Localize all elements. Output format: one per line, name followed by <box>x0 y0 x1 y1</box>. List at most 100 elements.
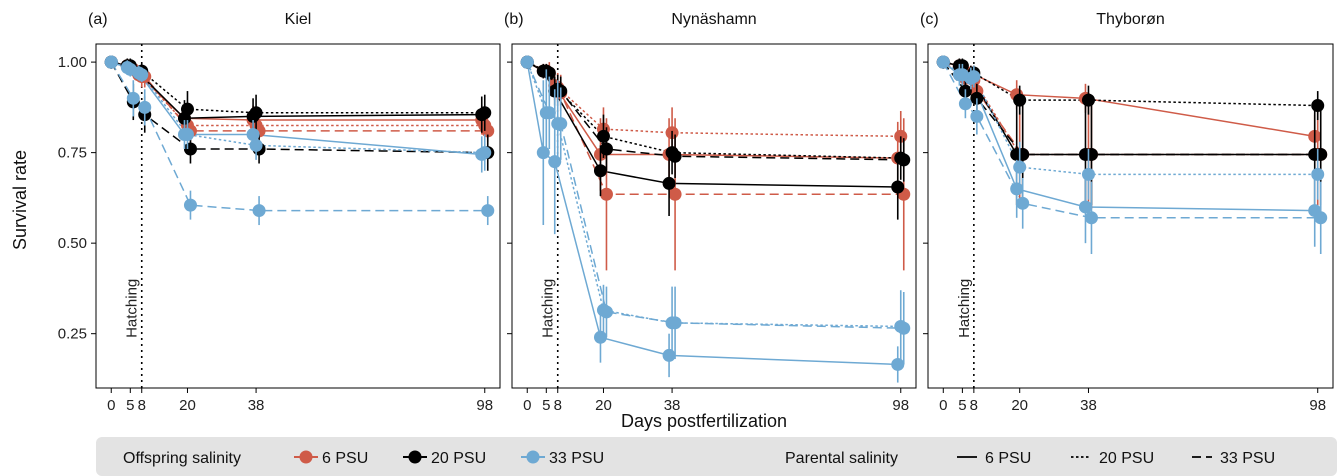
x-tick-label: 20 <box>595 397 612 414</box>
data-point <box>897 153 911 167</box>
data-point <box>1078 200 1092 214</box>
series-line <box>526 61 904 330</box>
data-point <box>478 106 492 120</box>
data-point <box>126 91 140 105</box>
panel-frame <box>927 43 1334 389</box>
series-points <box>104 55 495 226</box>
data-point <box>1311 167 1325 181</box>
data-point <box>1084 211 1098 225</box>
x-tick-label: 20 <box>1011 397 1028 414</box>
data-point <box>542 106 556 120</box>
x-tick-label: 20 <box>179 397 196 414</box>
series-lines <box>942 61 1321 219</box>
x-tick-label: 8 <box>970 397 978 414</box>
data-point <box>1010 182 1024 196</box>
y-tick-label: 1.00 <box>58 54 87 71</box>
panel-frame <box>511 43 917 389</box>
hatching-label: Hatching <box>956 279 973 338</box>
series-line <box>526 61 898 188</box>
series-line <box>943 61 1318 156</box>
data-point <box>1013 93 1027 107</box>
data-point <box>183 142 197 156</box>
series-points <box>520 55 911 383</box>
data-point <box>252 204 266 218</box>
data-point <box>593 330 607 344</box>
panel-tag: (a) <box>88 11 108 28</box>
data-point <box>936 55 950 69</box>
data-point <box>958 97 972 111</box>
series-line <box>942 61 1321 219</box>
legend-offspring-marker <box>299 450 313 464</box>
data-point <box>123 62 137 76</box>
legend-parental-label: 6 PSU <box>985 450 1031 467</box>
panel-tag: (b) <box>504 11 524 28</box>
data-point <box>668 187 682 201</box>
data-point <box>662 348 676 362</box>
hatching-label: Hatching <box>540 279 557 338</box>
data-point <box>138 100 152 114</box>
data-point <box>1084 147 1098 161</box>
panel-tag: (c) <box>920 11 939 28</box>
data-point <box>955 68 969 82</box>
x-tick-label: 0 <box>523 397 531 414</box>
data-point <box>478 146 492 160</box>
data-point <box>249 138 263 152</box>
x-tick-label: 98 <box>476 397 493 414</box>
data-point <box>183 198 197 212</box>
data-point <box>970 109 984 123</box>
series-line <box>111 61 485 114</box>
x-tick-label: 5 <box>958 397 966 414</box>
legend-offspring-title: Offspring salinity <box>123 450 241 467</box>
panel-title: Thyborøn <box>1096 11 1164 28</box>
data-point <box>599 187 613 201</box>
data-point <box>554 117 568 131</box>
legend-offspring-marker <box>408 450 422 464</box>
x-tick-label: 98 <box>892 397 909 414</box>
series-line <box>942 61 1321 156</box>
series-line <box>526 61 898 366</box>
data-point <box>1081 93 1095 107</box>
series-line <box>526 61 898 159</box>
x-tick-label: 5 <box>126 397 134 414</box>
data-point <box>246 128 260 142</box>
x-tick-label: 0 <box>939 397 947 414</box>
legend-offspring-label: 33 PSU <box>549 450 604 467</box>
x-tick-label: 5 <box>542 397 550 414</box>
series-line <box>111 61 482 156</box>
data-point <box>668 149 682 163</box>
data-point <box>967 70 981 84</box>
panel-frame <box>95 43 501 389</box>
legend-parental-label: 20 PSU <box>1099 450 1154 467</box>
data-point <box>891 357 905 371</box>
series-line <box>526 61 901 138</box>
data-point <box>593 164 607 178</box>
x-axis-title: Days postfertilization <box>621 411 787 431</box>
series-line <box>943 61 1318 107</box>
legend-parental-title: Parental salinity <box>785 450 898 467</box>
y-tick-label: 0.25 <box>58 326 87 343</box>
data-point <box>481 204 495 218</box>
data-point <box>596 129 610 143</box>
data-point <box>135 68 149 82</box>
data-point <box>548 155 562 169</box>
series-line <box>526 61 901 159</box>
legend-offspring-label: 6 PSU <box>322 450 368 467</box>
legend-offspring-marker <box>526 450 540 464</box>
legend-background <box>96 437 1337 476</box>
data-point <box>1314 147 1328 161</box>
panel-1: (a) Kiel 0.25 0.50 0.75 1.00 0 5 8 20 38 98 Hatching <box>58 11 501 414</box>
series-points <box>936 55 1328 255</box>
data-point <box>897 321 911 335</box>
panel-3: (c) Thyborøn 0 5 8 20 38 98 Hatching <box>920 11 1334 414</box>
y-tick-label: 0.75 <box>58 145 87 162</box>
data-point <box>520 55 534 69</box>
data-point <box>599 142 613 156</box>
data-point <box>1081 167 1095 181</box>
data-point <box>1016 196 1030 210</box>
panel-2: (b) Nynäshamn 0 5 8 20 38 98 Hatching <box>504 11 917 414</box>
series-line <box>942 61 1315 212</box>
series-line <box>943 61 1315 156</box>
series-line <box>942 61 1318 176</box>
